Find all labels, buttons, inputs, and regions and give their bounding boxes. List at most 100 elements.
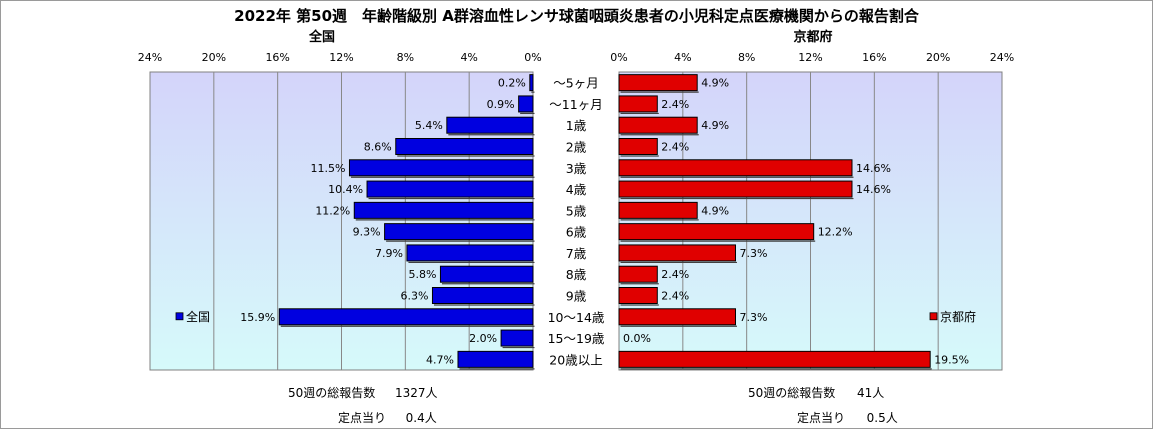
left-per-value: 0.4人 (405, 411, 437, 425)
left-bar (439, 265, 534, 283)
right-data-label: 7.3% (739, 247, 767, 260)
right-tick-label: 0% (610, 51, 627, 64)
category-label: 10～14歳 (548, 310, 605, 325)
right-data-label: 2.4% (661, 98, 689, 111)
right-tick-label: 16% (862, 51, 886, 64)
right-data-label: 2.4% (661, 290, 689, 303)
left-bar (457, 350, 534, 368)
left-bar (518, 95, 534, 113)
right-tick-label: 4% (674, 51, 691, 64)
left-tick-label: 0% (524, 51, 541, 64)
category-label: 5歳 (566, 203, 587, 218)
left-bar (366, 180, 534, 198)
category-label: ～11ヶ月 (549, 97, 602, 112)
left-total-value: 1327人 (394, 386, 438, 400)
category-label: 9歳 (566, 289, 587, 304)
right-bar (618, 95, 658, 113)
left-bar (348, 159, 534, 177)
legend-swatch-left (175, 312, 184, 321)
left-bar (446, 116, 534, 134)
right-bar (618, 223, 815, 241)
category-label: 15～19歳 (548, 331, 605, 346)
chart-title: 2022年 第50週 年齢階級別 A群溶血性レンサ球菌咽頭炎患者の小児科定点医療… (234, 7, 919, 25)
left-tick-label: 12% (329, 51, 353, 64)
left-data-label: 5.4% (415, 119, 443, 132)
category-label: 4歳 (566, 182, 587, 197)
right-total-line: 50週の総報告数 41人 (748, 384, 884, 401)
legend-label-left: 全国 (186, 309, 210, 324)
left-data-label: 0.9% (487, 98, 515, 111)
left-bar (395, 138, 534, 155)
left-bar (529, 74, 534, 92)
category-label: 20歳以上 (549, 352, 602, 367)
right-bar (618, 159, 853, 177)
right-data-label: 19.5% (934, 353, 969, 366)
right-per-line: 定点当り 0.5人 (797, 409, 898, 426)
right-bar (618, 265, 658, 283)
left-data-label: 0.2% (498, 77, 526, 90)
right-total-label: 50週の総報告数 (748, 386, 836, 400)
right-per-value: 0.5人 (866, 411, 898, 425)
left-tick-label: 4% (460, 51, 477, 64)
right-data-label: 2.4% (661, 141, 689, 154)
category-label: 8歳 (566, 267, 587, 282)
left-data-label: 7.9% (375, 247, 403, 260)
right-bar (618, 74, 698, 92)
legend-label-right: 京都府 (940, 309, 976, 324)
left-data-label: 11.5% (311, 162, 346, 175)
left-panel-title: 全国 (308, 30, 336, 45)
left-total-line: 50週の総報告数 1327人 (288, 384, 437, 401)
right-panel-title: 京都府 (793, 30, 833, 45)
right-bar (618, 201, 698, 219)
right-data-label: 14.6% (856, 162, 891, 175)
left-data-label: 5.8% (408, 268, 436, 281)
left-tick-label: 8% (397, 51, 414, 64)
right-tick-label: 24% (990, 51, 1014, 64)
left-total-label: 50週の総報告数 (288, 386, 376, 400)
left-data-label: 8.6% (364, 141, 392, 154)
right-data-label: 4.9% (701, 119, 729, 132)
left-data-label: 11.2% (315, 204, 350, 217)
left-bar (353, 201, 534, 219)
left-bar (500, 329, 534, 347)
right-plot-area: 0% 4% 8% 12% 16% 20% 24% 4.9% 2.4% 4.9% 2.4% 14.6% 1… (610, 51, 1014, 371)
right-tick-label: 12% (798, 51, 822, 64)
right-data-label: 4.9% (701, 204, 729, 217)
left-data-label: 9.3% (353, 226, 381, 239)
left-data-label: 6.3% (401, 290, 429, 303)
right-bar (618, 308, 736, 326)
left-data-label: 4.7% (426, 353, 454, 366)
right-data-label: 2.4% (661, 268, 689, 281)
left-tick-label: 24% (138, 51, 162, 64)
right-tick-label: 8% (738, 51, 755, 64)
right-bar (618, 116, 698, 134)
right-per-label: 定点当り (797, 411, 846, 425)
left-data-label: 10.4% (328, 183, 363, 196)
right-bar (618, 244, 736, 262)
left-data-label: 2.0% (469, 332, 497, 345)
right-data-label: 7.3% (739, 311, 767, 324)
left-bar (431, 287, 534, 304)
right-tick-label: 20% (926, 51, 950, 64)
right-bar (618, 138, 658, 155)
category-label: 1歳 (566, 118, 587, 133)
left-per-line: 定点当り 0.4人 (338, 409, 437, 426)
left-bar (384, 223, 534, 241)
right-data-label: 4.9% (701, 77, 729, 90)
legend-swatch-right (929, 312, 938, 321)
left-bar (406, 244, 534, 262)
left-per-label: 定点当り (338, 411, 387, 425)
right-total-value: 41人 (856, 386, 885, 400)
category-label: ～5ヶ月 (553, 76, 598, 91)
left-data-label: 15.9% (240, 311, 275, 324)
right-data-label: 12.2% (818, 226, 853, 239)
right-bar (618, 350, 931, 368)
left-tick-label: 20% (202, 51, 226, 64)
left-plot-area: 24% 20% 16% 12% 8% 4% 0% 0.2% 0.9% 5.4% 8.6% 11.5% 1… (138, 51, 542, 371)
category-label: 3歳 (566, 161, 587, 176)
category-labels: ～5ヶ月 ～11ヶ月 1歳 2歳 3歳 4歳 5歳 6歳 7歳 8歳 9歳 10～14歳 15～19歳 2… (548, 76, 605, 368)
category-label: 7歳 (566, 246, 587, 261)
right-bar (618, 287, 658, 304)
